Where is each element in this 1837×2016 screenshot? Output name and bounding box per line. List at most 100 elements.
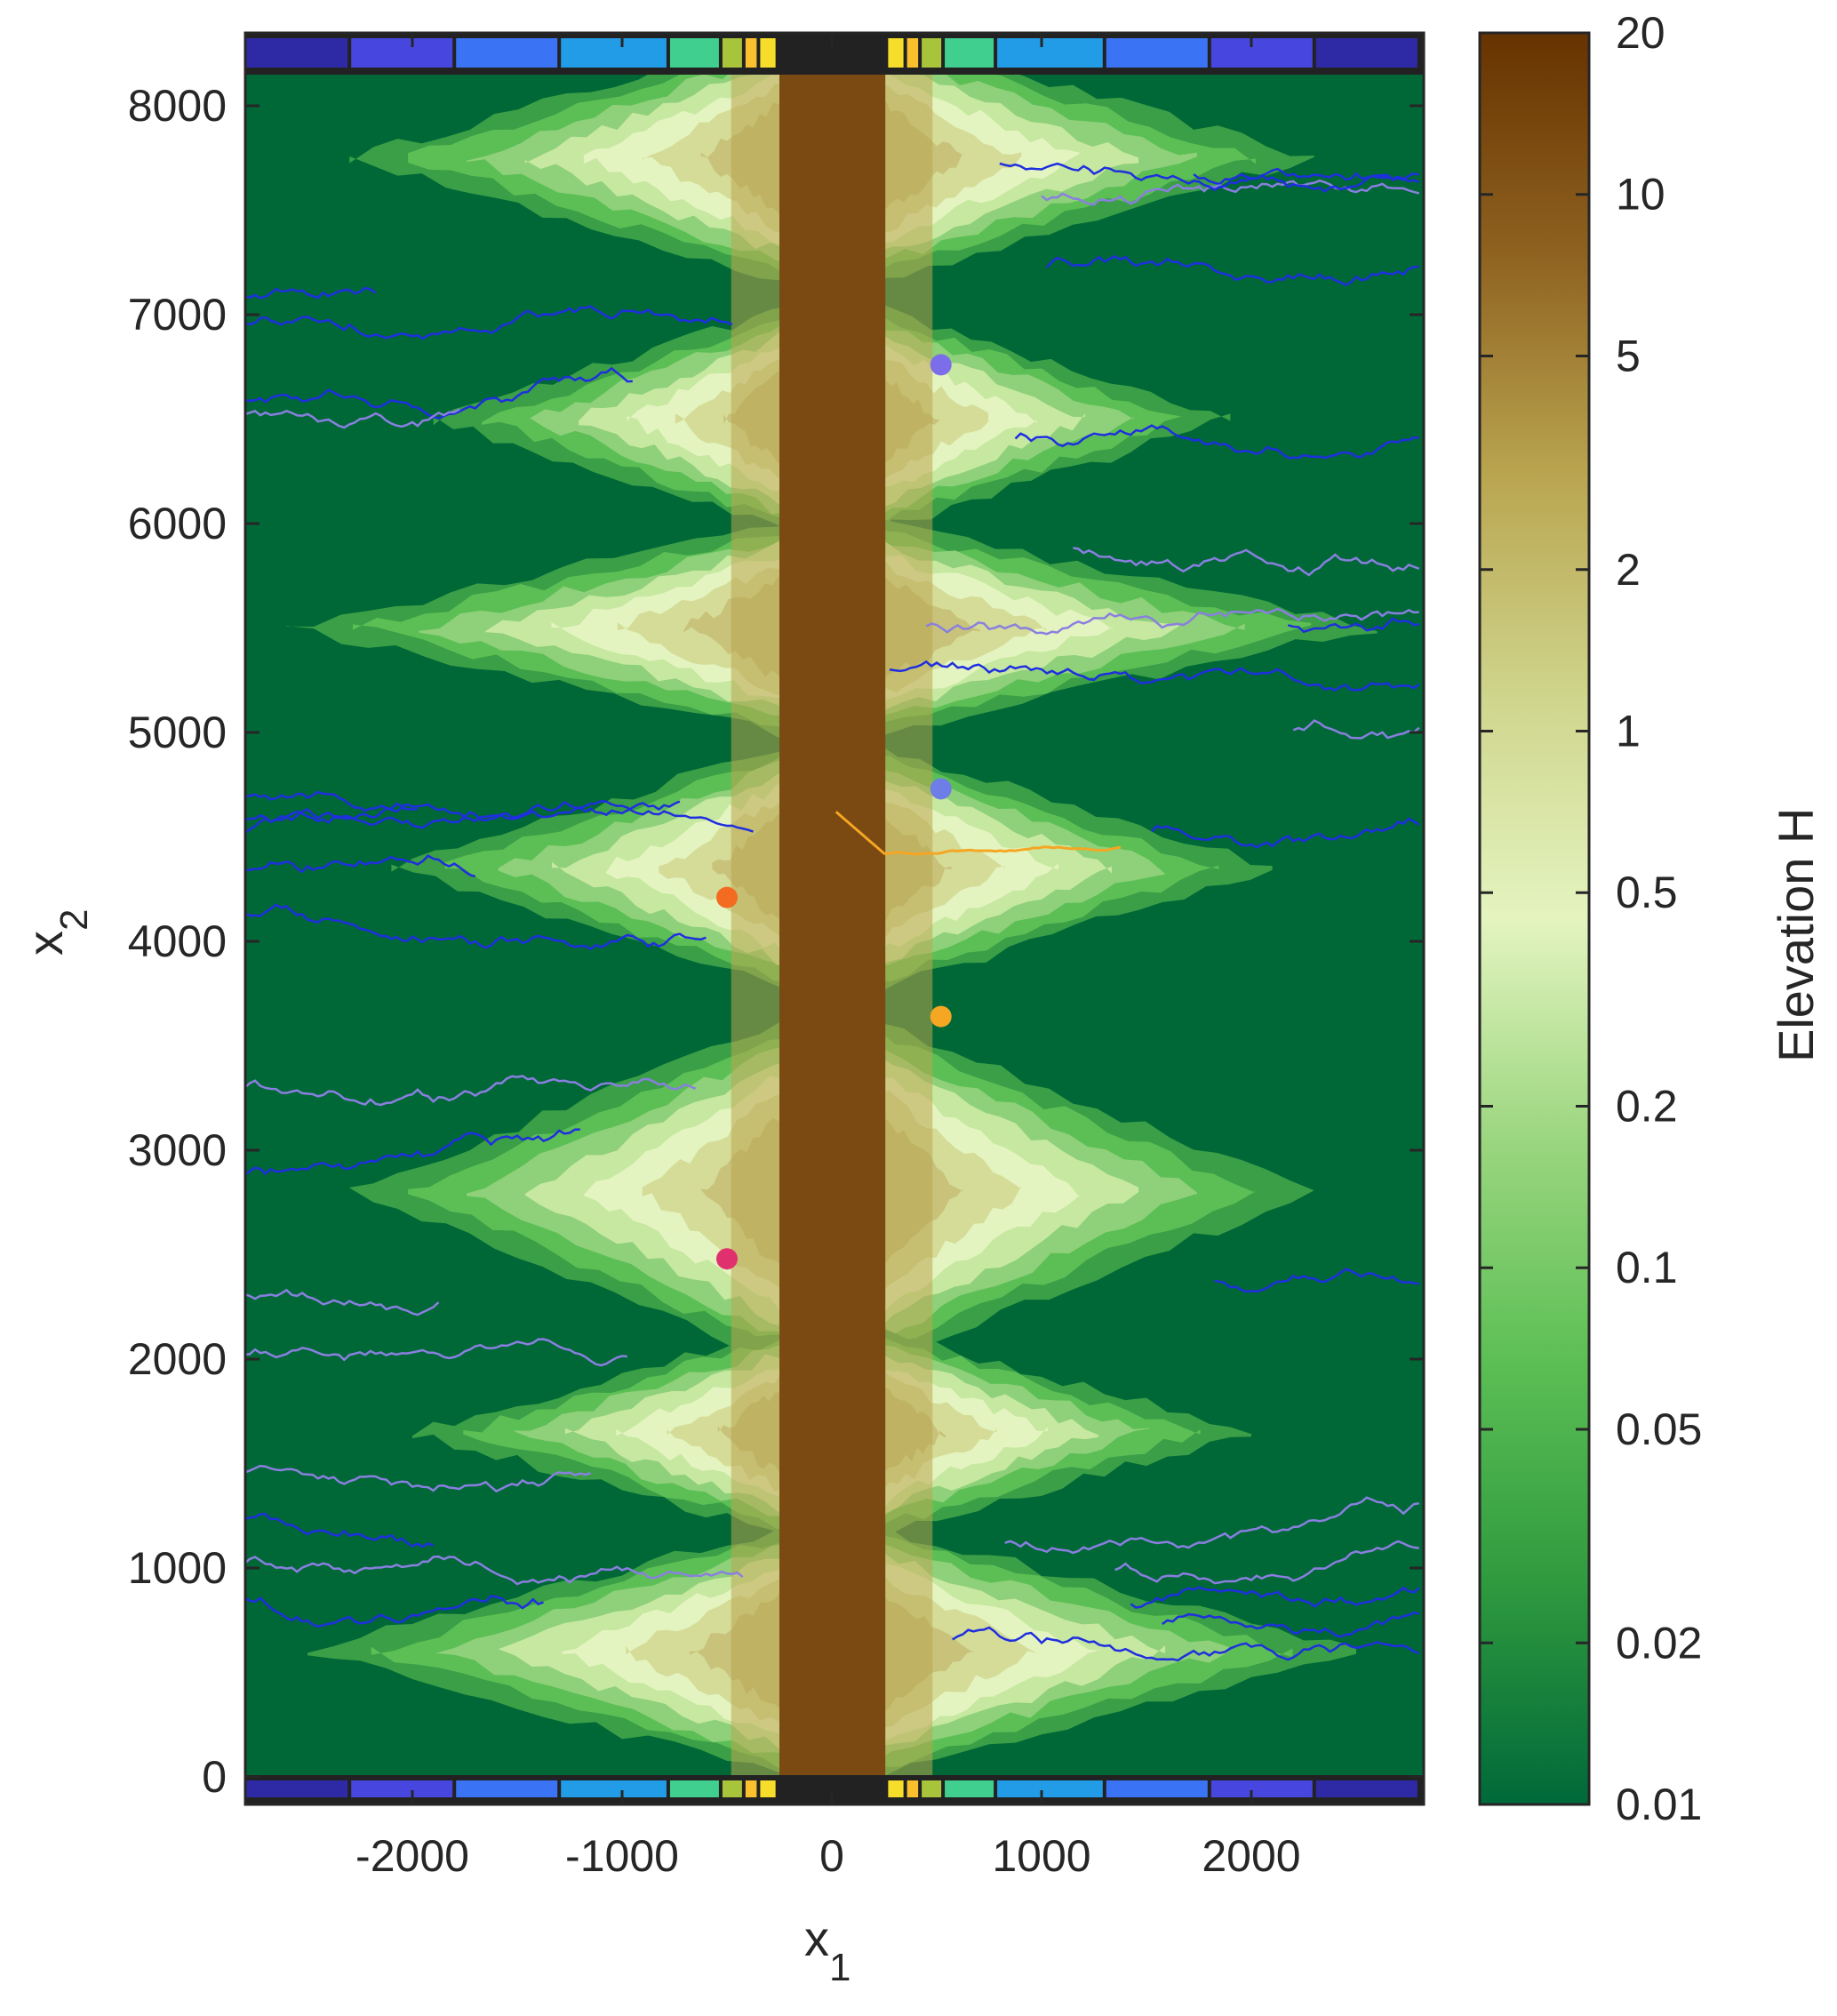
strip-segment (722, 38, 742, 68)
strip-segment (246, 38, 348, 68)
trajectory-line (835, 811, 1122, 856)
strip-segment (907, 1780, 919, 1797)
strip-segment (669, 1780, 719, 1797)
flow-line (1073, 547, 1420, 577)
strip-segment (745, 38, 757, 68)
strip-segment (779, 1780, 885, 1797)
flow-line (925, 607, 1419, 636)
colorbar-tick-label: 5 (1616, 331, 1641, 380)
strip-segment (922, 38, 942, 68)
strip-segment (1106, 38, 1208, 68)
strip-segment (1210, 1780, 1313, 1797)
colorbar-tick-label: 0.02 (1616, 1618, 1702, 1668)
flow-line (245, 1075, 697, 1107)
strip-segment (1315, 38, 1418, 68)
marker-point (930, 354, 952, 376)
flow-line (1130, 1586, 1420, 1609)
marker-point (930, 778, 952, 800)
colorbar-tick-label: 0.01 (1616, 1780, 1702, 1829)
markers (716, 354, 952, 1270)
flow-line (1161, 1611, 1420, 1638)
colorbar-tick-label: 0.1 (1616, 1243, 1678, 1292)
ridge-band-fill (779, 33, 886, 1804)
colorbar-label: Elevation H (1768, 808, 1824, 1062)
flow-line (999, 162, 1420, 194)
heatmap-plot-area (245, 33, 1424, 1804)
flow-line (1041, 179, 1420, 206)
y-tick-label: 1000 (128, 1543, 227, 1593)
colorbar-ticks: 20 10 5 2 1 0.5 0.2 0.1 0.05 0.02 0.01 (1480, 8, 1702, 1829)
y-tick-label: 6000 (128, 499, 227, 548)
x-axis-ticks: -2000 -1000 0 1000 2000 (355, 33, 1301, 1881)
strip-segment (760, 1780, 776, 1797)
strip-segment (351, 38, 453, 68)
colorbar-tick-label: 0.05 (1616, 1404, 1702, 1454)
flow-line (245, 903, 707, 951)
y-axis-ticks: 0 1000 2000 3000 4000 5000 6000 7000 8000 (128, 81, 1424, 1802)
flow-line (1214, 1268, 1419, 1293)
strip-segment (888, 1780, 904, 1797)
y-tick-label: 5000 (128, 708, 227, 757)
x-axis-label: x1 (804, 1910, 851, 1989)
y-tick-label: 0 (202, 1752, 227, 1802)
flow-line (245, 1338, 628, 1367)
y-tick-label: 4000 (128, 916, 227, 966)
flow-line (245, 1128, 580, 1177)
colorbar (1478, 31, 1591, 1806)
strip-segment (945, 1780, 994, 1797)
flow-line (1292, 719, 1420, 740)
flow-line (245, 408, 460, 429)
strip-segment (246, 1780, 348, 1797)
axes-frame (244, 31, 1426, 1806)
x-tick-label: 0 (819, 1831, 844, 1881)
strip-segment (669, 38, 719, 68)
flow-line (1014, 424, 1419, 460)
flow-line (245, 854, 476, 878)
flow-line (245, 1288, 440, 1316)
marker-point (716, 1248, 738, 1270)
strip-segment (945, 38, 994, 68)
strip-segment (745, 1780, 757, 1797)
flow-line (1004, 1496, 1419, 1555)
y-tick-label: 8000 (128, 81, 227, 131)
strip-segment (456, 38, 558, 68)
strip-segment (1106, 1780, 1208, 1797)
x-tick-label: 2000 (1202, 1831, 1300, 1881)
y-tick-label: 3000 (128, 1125, 227, 1175)
strip-segment (1315, 1780, 1418, 1797)
flow-line (245, 1512, 435, 1548)
flow-line (952, 1626, 1420, 1662)
flow-line (245, 790, 419, 813)
strip-segment (351, 1780, 453, 1797)
flow-line (245, 305, 733, 340)
strip-segment (888, 38, 904, 68)
flow-line (1114, 1540, 1419, 1585)
flow-line (245, 800, 681, 835)
flow-line (245, 1464, 591, 1493)
flow-line (245, 286, 377, 300)
flow-line (245, 1595, 544, 1628)
y-tick-label: 7000 (128, 290, 227, 340)
x-tick-label: 1000 (992, 1831, 1090, 1881)
y-axis-label: x2 (17, 909, 96, 956)
strip-segment (1210, 38, 1313, 68)
ridge-band (731, 33, 933, 1804)
flow-line (1151, 817, 1420, 849)
colorbar-tick-label: 0.2 (1616, 1082, 1678, 1132)
strip-segment (561, 1780, 667, 1797)
flow-line (889, 660, 1420, 692)
marker-point (716, 886, 738, 908)
marker-point (930, 1005, 952, 1028)
flow-line (1287, 617, 1419, 634)
strip-segment (722, 1780, 742, 1797)
colorbar-tick-label: 2 (1616, 545, 1641, 595)
boundary-strip-bottom (245, 1775, 1424, 1804)
strip-segment (456, 1780, 558, 1797)
colorbar-tick-label: 10 (1616, 170, 1665, 220)
flow-line (245, 366, 633, 420)
strip-segment (997, 38, 1103, 68)
strip-segment (997, 1780, 1103, 1797)
strip-segment (760, 38, 776, 68)
flow-lines (245, 162, 1420, 1662)
